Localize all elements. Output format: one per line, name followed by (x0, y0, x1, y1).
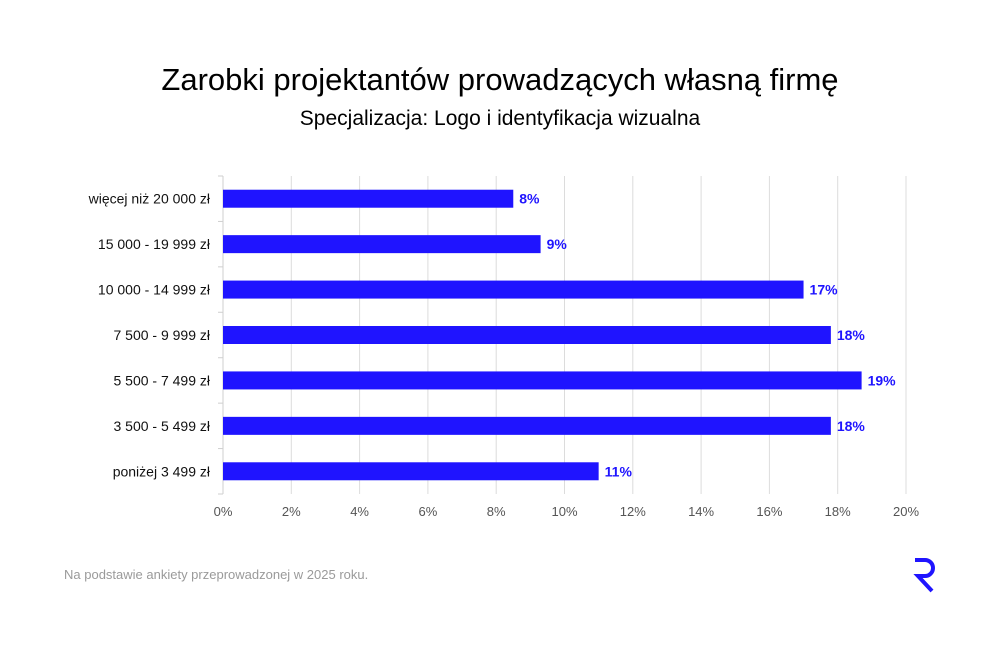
footnote: Na podstawie ankiety przeprowadzonej w 2… (64, 567, 369, 582)
category-label: 3 500 - 5 499 zł (113, 418, 210, 434)
x-tick-label: 6% (419, 504, 438, 519)
x-tick-label: 12% (620, 504, 646, 519)
bar (223, 462, 599, 481)
x-tick-label: 20% (893, 504, 919, 519)
data-label: 17% (810, 282, 839, 298)
data-label: 8% (519, 191, 540, 207)
x-tick-label: 18% (825, 504, 851, 519)
bar (223, 326, 831, 344)
category-label: poniżej 3 499 zł (113, 463, 211, 479)
data-label: 18% (837, 327, 866, 343)
logo-r-icon (913, 558, 935, 593)
category-label: 5 500 - 7 499 zł (113, 372, 210, 388)
bar (223, 416, 831, 435)
bar (223, 235, 541, 254)
x-tick-label: 2% (282, 504, 301, 519)
x-tick-label: 4% (350, 504, 369, 519)
chart-subtitle: Specjalizacja: Logo i identyfikacja wizu… (299, 107, 701, 130)
bar (223, 189, 514, 208)
x-tick-label: 16% (756, 504, 782, 519)
category-label: 7 500 - 9 999 zł (113, 327, 210, 343)
x-tick-label: 0% (214, 504, 233, 519)
data-label: 9% (547, 236, 568, 252)
data-label: 11% (605, 463, 633, 479)
x-tick-label: 14% (688, 504, 714, 519)
chart-title: Zarobki projektantów prowadzących własną… (161, 62, 839, 97)
category-label: 15 000 - 19 999 zł (98, 236, 211, 252)
data-label: 18% (837, 418, 866, 434)
x-tick-label: 8% (487, 504, 506, 519)
bar (223, 371, 862, 390)
category-label: więcej niż 20 000 zł (88, 191, 211, 207)
category-label: 10 000 - 14 999 zł (98, 282, 211, 298)
x-tick-label: 10% (551, 504, 577, 519)
bar (223, 280, 804, 299)
data-label: 19% (868, 372, 897, 388)
